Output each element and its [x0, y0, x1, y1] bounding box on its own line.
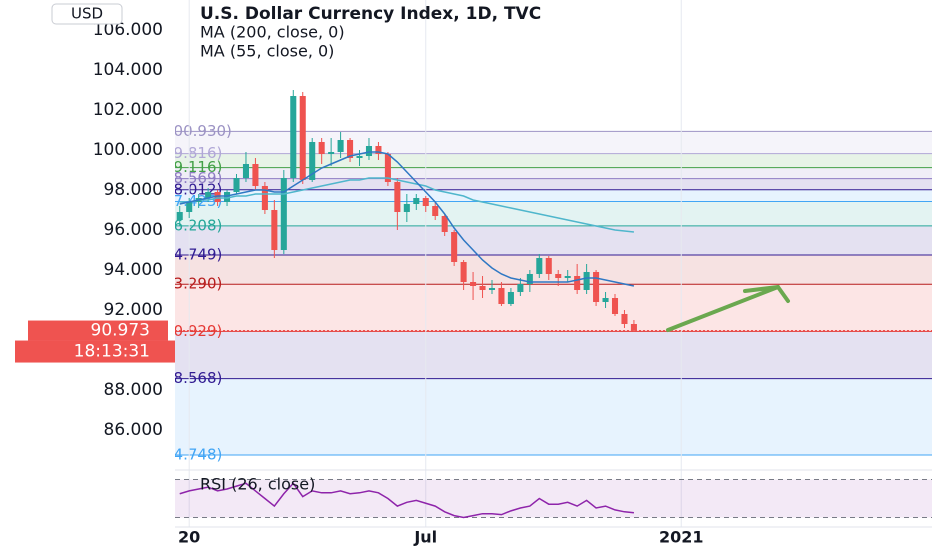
candle-body: [545, 258, 552, 274]
y-tick-label: 86.000: [104, 420, 163, 440]
fib-label: 93.290): [164, 275, 222, 293]
candle-body: [611, 298, 619, 314]
candle-body: [384, 154, 391, 182]
candle-body: [488, 288, 496, 290]
candle-body: [536, 258, 543, 274]
candle-body: [602, 298, 609, 302]
y-tick-label: 92.000: [104, 300, 163, 320]
candle-body: [176, 212, 183, 220]
fib-label: 96.208): [164, 216, 222, 234]
fib-zone: [175, 131, 932, 154]
fib-label: 94.749): [164, 246, 222, 264]
last-price-box: [28, 320, 168, 341]
candle-body: [214, 192, 221, 202]
candle-body: [422, 198, 429, 206]
arrow-annotation: [666, 284, 790, 332]
fib-zone: [175, 255, 932, 285]
candle-body: [205, 192, 212, 198]
rsi-band: [175, 479, 932, 518]
candle-body: [280, 178, 287, 250]
fib-label: 98.569): [164, 169, 222, 187]
chart-title: U.S. Dollar Currency Index, 1D, TVC: [200, 4, 541, 24]
candle-body: [252, 164, 259, 186]
candle-body: [261, 186, 268, 210]
candle-body: [224, 192, 231, 202]
countdown: 18:13:31: [74, 342, 150, 362]
candle-body: [394, 182, 401, 212]
y-tick-label: 88.000: [104, 380, 163, 400]
candle-body: [186, 202, 193, 212]
x-tick-label: 2021: [659, 528, 704, 547]
candle-body: [583, 272, 590, 290]
y-tick-label: 100.000: [93, 140, 163, 160]
fib-zone: [175, 189, 932, 202]
candle-body: [630, 324, 637, 331]
currency-box: [51, 3, 123, 25]
currency: USD: [71, 5, 103, 23]
candle-body: [460, 262, 467, 282]
legend-entry: MA (55, close, 0): [200, 42, 334, 61]
fib-zone: [175, 284, 932, 332]
candle-body: [309, 142, 316, 180]
candle-body: [271, 210, 278, 250]
candle-body: [356, 156, 363, 158]
candle-body: [403, 204, 410, 212]
candle-body: [507, 292, 514, 304]
last-price-label: 90.973: [91, 321, 150, 341]
candle-body: [517, 284, 524, 292]
candle-body: [432, 206, 439, 216]
candle-body: [470, 282, 477, 286]
candle-body: [365, 146, 373, 156]
candle-body: [479, 286, 486, 290]
fib-label: 99.116): [164, 158, 222, 176]
ma-line: [179, 177, 635, 233]
candle-body: [290, 96, 297, 178]
y-tick-label: 98.000: [104, 180, 163, 200]
y-tick-label: 94.000: [104, 260, 163, 280]
countdown-box: [15, 340, 175, 363]
fib-zone: [175, 178, 932, 190]
candle-body: [498, 288, 505, 304]
fib-label: 100.930): [164, 122, 232, 140]
fib-zone: [175, 378, 932, 456]
candle-body: [441, 216, 448, 232]
fib-label: 88.568): [164, 369, 222, 387]
y-tick-label: 104.000: [93, 60, 163, 80]
candle-body: [526, 274, 533, 284]
candle-body: [328, 152, 335, 154]
candle-body: [299, 96, 306, 180]
candle-body: [451, 232, 458, 262]
candle-body: [564, 276, 571, 278]
candle-body: [593, 272, 600, 302]
fib-label: 84.748): [164, 446, 222, 464]
fib-label: 90.929): [164, 322, 222, 340]
candle-body: [555, 274, 562, 278]
fib-zone: [175, 201, 932, 226]
fib-label: 99.816): [164, 144, 222, 162]
ma-line: [179, 151, 635, 287]
candle-body: [574, 276, 581, 290]
candle-body: [621, 314, 628, 324]
candle-body: [318, 142, 325, 154]
candle-body: [337, 140, 344, 152]
candle-body: [375, 146, 382, 154]
y-tick-label: 106.000: [93, 20, 163, 40]
y-tick-label: 102.000: [93, 100, 163, 120]
x-tick-label: 20: [178, 528, 200, 547]
y-tick-label: 96.000: [104, 220, 163, 240]
candle-body: [233, 178, 240, 192]
fib-zone: [175, 153, 932, 168]
candle-body: [242, 164, 249, 178]
candle-body: [347, 140, 354, 158]
rsi-line: [179, 482, 635, 519]
fib-zone: [175, 167, 932, 179]
candle-body: [413, 198, 420, 204]
x-tick-label: Jul: [413, 528, 437, 547]
fib-zone: [175, 225, 932, 256]
rsi-title: RSI (26, close): [200, 475, 315, 494]
legend-entry: MA (200, close, 0): [200, 23, 345, 42]
fib-zone: [175, 331, 932, 379]
